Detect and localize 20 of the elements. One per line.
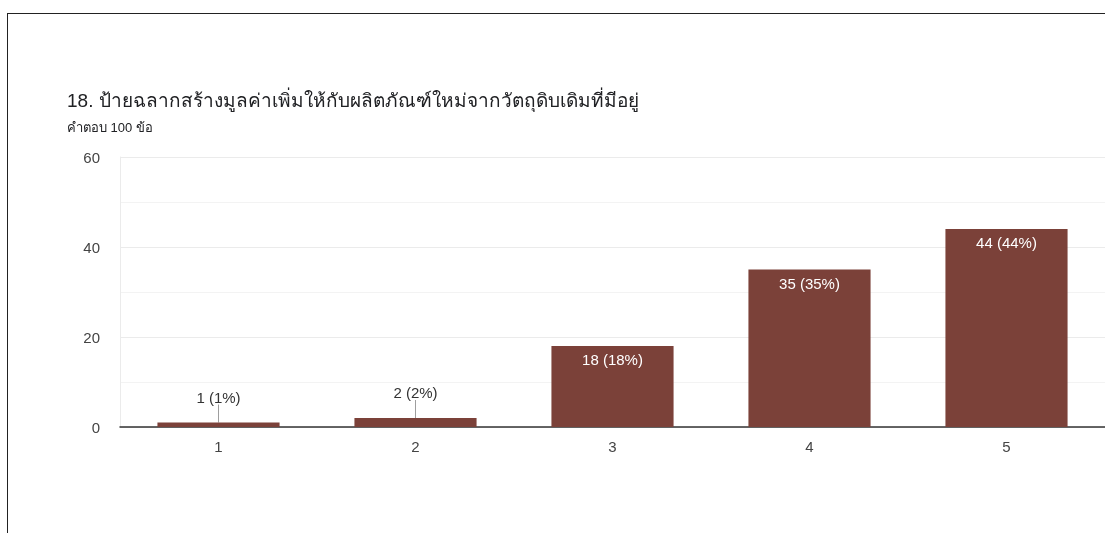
data-label: 35 (35%) bbox=[779, 274, 840, 292]
bar bbox=[945, 229, 1068, 427]
bar bbox=[748, 269, 871, 427]
y-tick-label: 20 bbox=[83, 328, 100, 346]
x-tick-label: 5 bbox=[1002, 438, 1011, 455]
bar bbox=[354, 418, 477, 427]
data-label: 18 (18%) bbox=[582, 351, 643, 368]
bar bbox=[551, 346, 674, 427]
x-tick-label: 4 bbox=[805, 438, 814, 455]
y-tick-label: 0 bbox=[91, 418, 100, 436]
chart-title: 18. ป้ายฉลากสร้างมูลค่าเพิ่มให้กับผลิตภัณฑ์ใหม่จากวัตถุดิบเดิมที่มีอยู่ bbox=[67, 87, 639, 113]
data-label: 2 (2%) bbox=[393, 384, 438, 401]
x-tick-label: 1 bbox=[214, 438, 223, 455]
data-label: 44 (44%) bbox=[976, 234, 1037, 251]
y-tick-label: 40 bbox=[83, 238, 100, 256]
x-tick-label: 3 bbox=[608, 438, 617, 455]
y-tick-label: 60 bbox=[83, 148, 100, 166]
data-label: 1 (1%) bbox=[196, 388, 241, 406]
chart-subtitle: คำตอบ 100 ข้อ bbox=[67, 120, 153, 135]
x-tick-label: 2 bbox=[411, 438, 420, 455]
